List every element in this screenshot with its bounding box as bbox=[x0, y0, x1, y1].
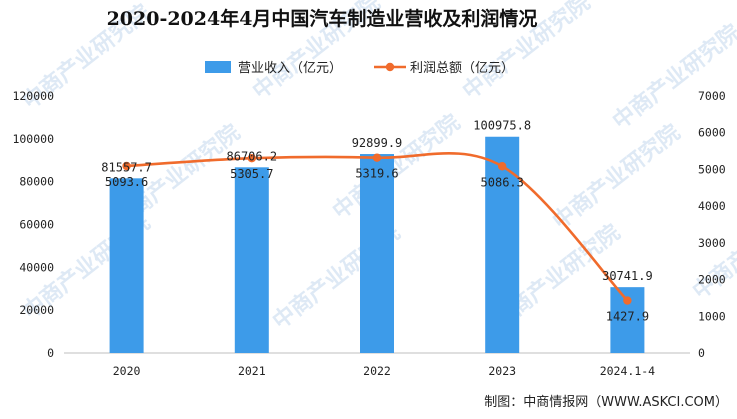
label-layer: 81557.7 86706.2 92899.9 100975.8 30741.9 5093… bbox=[101, 119, 652, 324]
line-point bbox=[122, 161, 131, 171]
y-right-tick-label: 1000 bbox=[698, 309, 726, 323]
bar bbox=[109, 178, 144, 353]
bar bbox=[234, 167, 269, 353]
legend-bar-swatch bbox=[205, 61, 231, 73]
y-right-tick-label: 3000 bbox=[698, 236, 726, 250]
y-left-tick-label: 40000 bbox=[19, 260, 54, 274]
y-left-tick-label: 20000 bbox=[19, 303, 54, 317]
line-value-label: 5305.7 bbox=[230, 167, 273, 181]
bar-value-label: 30741.9 bbox=[602, 269, 653, 283]
y-right-tick-label: 2000 bbox=[698, 273, 726, 287]
bar-value-label: 86706.2 bbox=[227, 149, 278, 163]
line-point bbox=[247, 154, 256, 163]
line-value-label: 5319.6 bbox=[355, 167, 398, 181]
y-right-tick-label: 0 bbox=[698, 346, 705, 360]
bar-value-label: 81557.7 bbox=[101, 160, 152, 174]
source-note: 制图：中商情报网（WWW.ASKCI.COM） bbox=[484, 395, 728, 410]
bar bbox=[360, 154, 394, 353]
x-tick-label: 2021 bbox=[238, 364, 266, 378]
line-point bbox=[498, 162, 507, 171]
line-value-label: 5093.6 bbox=[105, 175, 148, 189]
y-right-tick-label: 7000 bbox=[698, 89, 726, 103]
y-left-tick-label: 100000 bbox=[12, 132, 54, 146]
x-tick-label: 2022 bbox=[363, 364, 391, 378]
x-tick-label: 2024.1-4 bbox=[600, 364, 655, 378]
y-right-tick-label: 4000 bbox=[698, 199, 726, 213]
watermark-text: 中商产业研究院 bbox=[608, 19, 737, 134]
line-value-label: 1427.9 bbox=[606, 310, 649, 324]
y-left-tick-label: 0 bbox=[47, 346, 54, 360]
legend-bar-label: 营业收入（亿元） bbox=[238, 61, 342, 76]
legend: 营业收入（亿元） 利润总额（亿元） bbox=[205, 61, 514, 76]
bar-value-label: 92899.9 bbox=[352, 136, 403, 150]
line-point bbox=[623, 296, 632, 305]
legend-line-marker bbox=[385, 62, 395, 72]
bar-layer bbox=[109, 136, 645, 353]
y-right-tick-label: 6000 bbox=[698, 126, 726, 140]
x-tick-label: 2023 bbox=[488, 364, 516, 378]
y-left-tick-label: 60000 bbox=[19, 218, 54, 232]
y-left-tick-label: 80000 bbox=[19, 175, 54, 189]
bar-value-label: 100975.8 bbox=[473, 119, 531, 133]
line-layer bbox=[122, 152, 632, 305]
x-tick-label: 2020 bbox=[113, 364, 141, 378]
y-left-tick-label: 120000 bbox=[12, 89, 54, 103]
line-value-label: 5086.3 bbox=[481, 175, 524, 189]
y-right-tick-label: 5000 bbox=[698, 162, 726, 176]
watermark-text: 中商产业研究院 bbox=[548, 119, 685, 234]
chart-title: 2020-2024年4月中国汽车制造业营收及利润情况 bbox=[107, 7, 538, 30]
legend-line-label: 利润总额（亿元） bbox=[410, 61, 514, 76]
line-point bbox=[372, 153, 382, 162]
